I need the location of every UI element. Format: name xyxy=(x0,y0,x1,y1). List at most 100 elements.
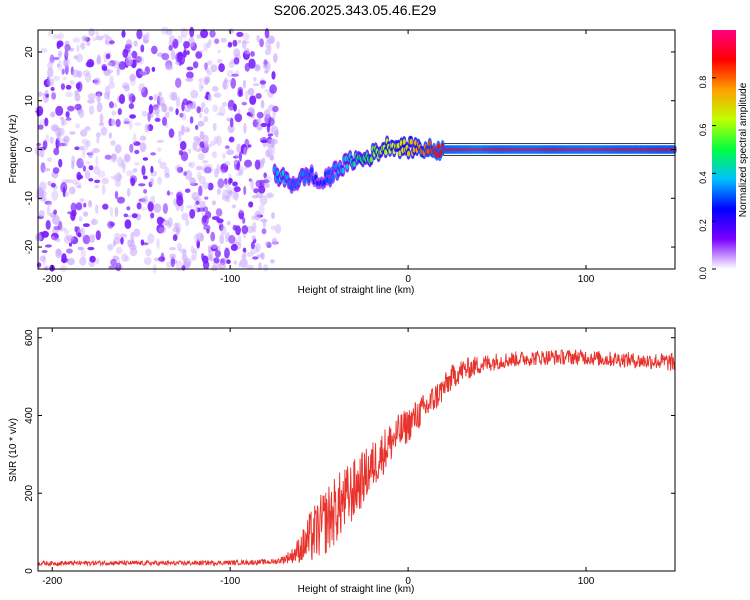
noise-blob xyxy=(41,230,49,238)
noise-blob xyxy=(126,187,131,197)
noise-blob xyxy=(242,79,246,89)
noise-blob xyxy=(217,58,223,64)
noise-blob xyxy=(241,253,247,259)
noise-blob xyxy=(114,144,122,154)
noise-blob xyxy=(72,178,79,185)
noise-blob xyxy=(129,175,138,184)
noise-blob xyxy=(109,40,115,45)
tone-core xyxy=(302,177,307,184)
noise-blob xyxy=(189,177,196,186)
noise-blob xyxy=(109,206,114,217)
noise-blob xyxy=(192,61,199,69)
noise-blob xyxy=(168,91,176,101)
noise-blob xyxy=(132,133,137,144)
noise-blob xyxy=(110,118,116,127)
noise-blob xyxy=(95,204,99,214)
noise-blob xyxy=(175,108,179,116)
noise-blob xyxy=(148,104,154,115)
noise-blob xyxy=(108,265,117,270)
noise-blob xyxy=(133,228,141,237)
noise-blob xyxy=(134,149,140,155)
noise-blob xyxy=(199,131,205,140)
noise-blob xyxy=(160,252,165,261)
noise-blob xyxy=(271,212,275,219)
noise-blob xyxy=(134,162,140,166)
noise-blob xyxy=(183,41,190,49)
noise-blob xyxy=(118,93,126,105)
noise-blob xyxy=(196,232,204,242)
noise-blob xyxy=(169,247,176,251)
noise-blob xyxy=(49,136,54,144)
noise-blob xyxy=(96,102,103,113)
noise-blob xyxy=(240,258,248,268)
noise-blob xyxy=(121,253,128,262)
noise-blob xyxy=(150,195,156,204)
noise-blob xyxy=(141,110,148,117)
noise-blob xyxy=(88,105,95,115)
noise-blob xyxy=(211,265,218,272)
noise-blob xyxy=(143,256,152,266)
noise-blob xyxy=(272,237,277,245)
noise-blob xyxy=(204,196,209,200)
noise-blob xyxy=(55,139,60,150)
noise-blob xyxy=(267,192,275,199)
noise-blob xyxy=(159,96,165,107)
noise-blob xyxy=(151,45,158,55)
noise-blob xyxy=(190,245,195,254)
noise-blob xyxy=(138,198,146,203)
noise-blob xyxy=(264,89,268,93)
noise-blob xyxy=(224,77,228,84)
noise-blob xyxy=(108,81,116,89)
noise-blob xyxy=(184,188,191,193)
noise-blob xyxy=(208,249,214,259)
noise-blob xyxy=(203,224,211,231)
noise-blob xyxy=(59,116,63,120)
noise-blob xyxy=(90,218,99,226)
noise-blob xyxy=(219,234,225,245)
noise-blob xyxy=(209,30,216,38)
noise-blob xyxy=(170,49,176,60)
noise-blob xyxy=(75,82,81,90)
noise-blob xyxy=(233,159,238,165)
noise-blob xyxy=(248,178,253,182)
noise-blob xyxy=(253,188,259,194)
noise-blob xyxy=(255,93,262,99)
noise-blob xyxy=(37,124,44,130)
noise-blob xyxy=(102,34,109,39)
noise-blob xyxy=(198,49,204,54)
noise-blob xyxy=(265,192,273,198)
spectrogram-xtick-label: 100 xyxy=(578,274,595,285)
noise-blob xyxy=(255,64,260,70)
snr-xtick-label: 100 xyxy=(578,576,595,587)
spectrogram-noise xyxy=(34,26,282,274)
noise-blob xyxy=(99,113,104,124)
noise-blob xyxy=(252,221,257,233)
noise-blob xyxy=(220,169,225,175)
noise-blob xyxy=(172,234,178,242)
noise-blob xyxy=(114,190,119,200)
noise-blob xyxy=(242,247,247,253)
noise-blob xyxy=(264,175,272,184)
noise-blob xyxy=(242,217,246,224)
noise-blob xyxy=(96,93,101,103)
noise-blob xyxy=(114,178,121,187)
noise-blob xyxy=(92,218,96,226)
noise-blob xyxy=(272,105,279,113)
noise-blob xyxy=(62,76,67,81)
noise-blob xyxy=(186,128,190,133)
noise-blob xyxy=(117,156,124,168)
noise-blob xyxy=(110,258,117,266)
noise-blob xyxy=(249,95,257,105)
noise-blob xyxy=(205,164,214,174)
spectrogram-y-axis: -20 -10 0 10 20 xyxy=(24,46,675,254)
noise-blob xyxy=(248,201,254,208)
noise-blob xyxy=(110,175,116,180)
noise-blob xyxy=(57,60,63,71)
noise-blob xyxy=(75,123,81,129)
noise-blob xyxy=(250,179,254,190)
noise-blob xyxy=(211,86,219,92)
noise-blob xyxy=(107,61,113,67)
noise-blob xyxy=(145,32,150,39)
noise-blob xyxy=(202,215,207,224)
